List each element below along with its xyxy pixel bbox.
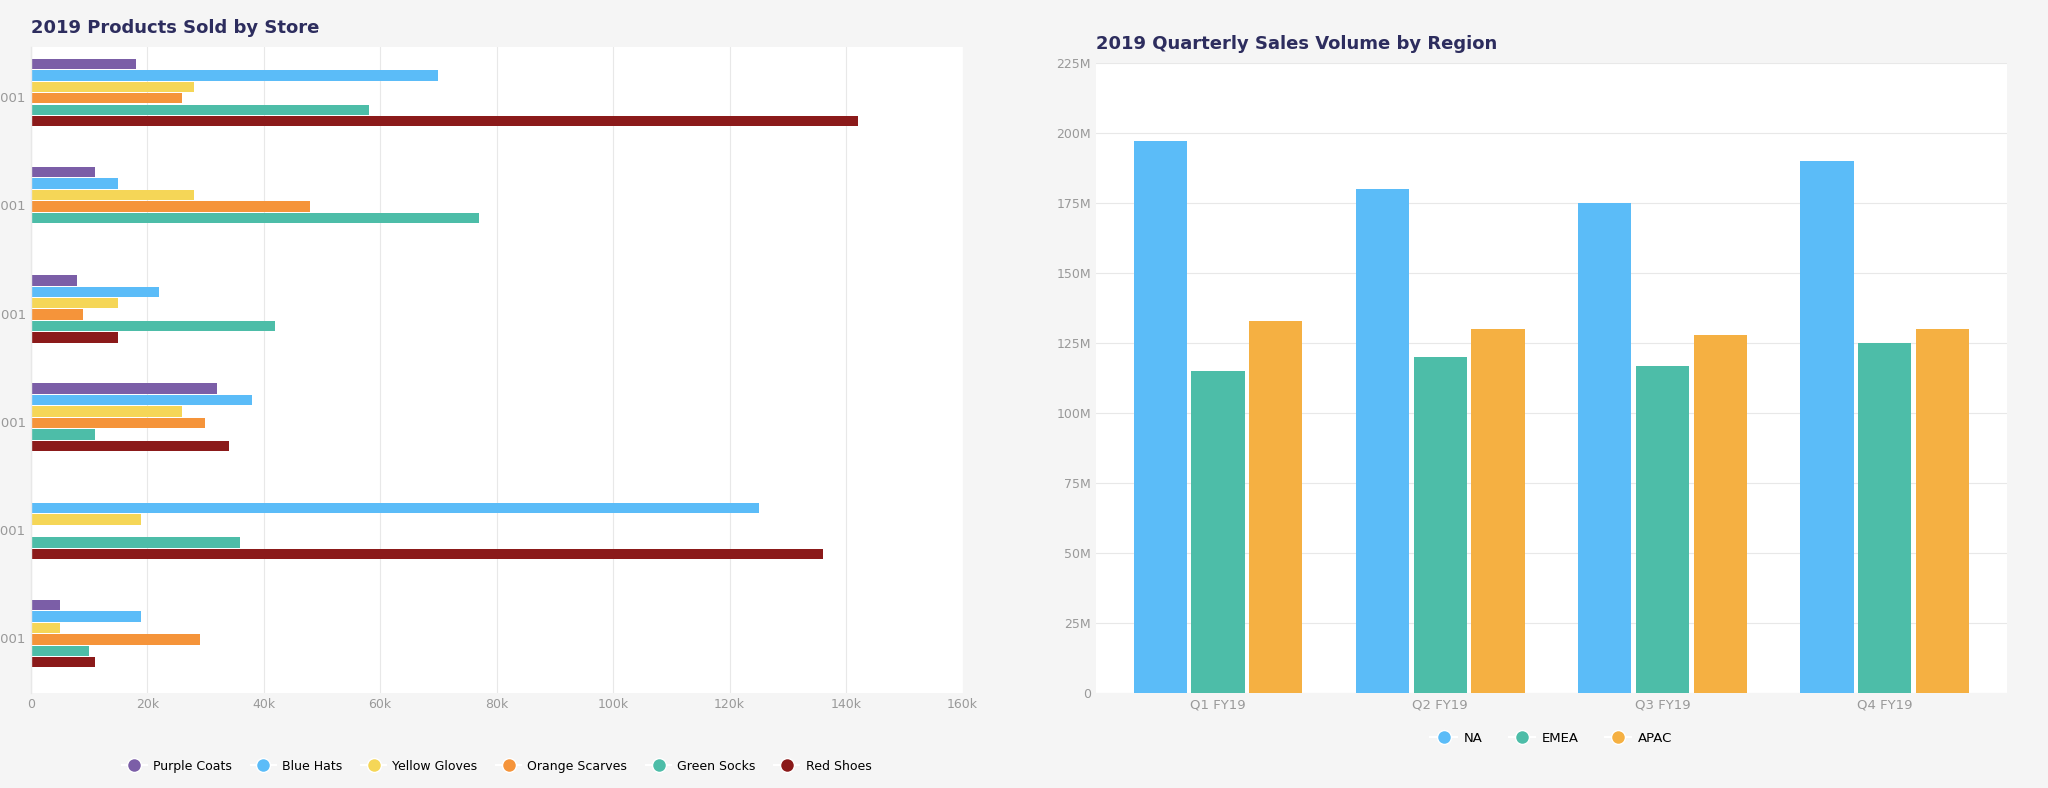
Bar: [1694, 335, 1747, 693]
Bar: [31, 59, 135, 69]
Bar: [1249, 321, 1303, 693]
Bar: [1636, 366, 1690, 693]
Bar: [31, 321, 274, 331]
Bar: [1858, 344, 1911, 693]
Bar: [31, 178, 119, 189]
Bar: [31, 623, 59, 633]
Bar: [1917, 329, 1970, 693]
Bar: [31, 116, 858, 126]
Bar: [31, 190, 195, 200]
Bar: [31, 634, 199, 645]
Bar: [1470, 329, 1524, 693]
Text: 2019 Products Sold by Store: 2019 Products Sold by Store: [31, 20, 319, 37]
Legend: NA, EMEA, APAC: NA, EMEA, APAC: [1425, 727, 1677, 750]
Bar: [31, 645, 88, 656]
Bar: [31, 275, 78, 285]
Bar: [31, 201, 311, 212]
Bar: [31, 611, 141, 622]
Text: 2019 Quarterly Sales Volume by Region: 2019 Quarterly Sales Volume by Region: [1096, 35, 1497, 53]
Bar: [31, 298, 119, 308]
Bar: [31, 310, 84, 320]
Bar: [31, 600, 59, 610]
Bar: [31, 515, 141, 525]
Bar: [31, 70, 438, 80]
Bar: [31, 548, 823, 559]
Bar: [31, 429, 94, 440]
Bar: [31, 418, 205, 428]
Bar: [31, 167, 94, 177]
Bar: [31, 407, 182, 417]
Bar: [1133, 142, 1186, 693]
Bar: [31, 395, 252, 405]
Bar: [31, 93, 182, 103]
Bar: [1356, 189, 1409, 693]
Bar: [1800, 161, 1853, 693]
Bar: [31, 287, 160, 297]
Bar: [31, 440, 229, 451]
Bar: [31, 384, 217, 394]
Bar: [31, 657, 94, 667]
Bar: [31, 213, 479, 223]
Bar: [1192, 371, 1245, 693]
Bar: [31, 503, 758, 514]
Bar: [31, 537, 240, 548]
Bar: [31, 105, 369, 115]
Bar: [1579, 203, 1632, 693]
Bar: [31, 333, 119, 343]
Legend: Purple Coats, Blue Hats, Yellow Gloves, Orange Scarves, Green Socks, Red Shoes: Purple Coats, Blue Hats, Yellow Gloves, …: [117, 755, 877, 778]
Bar: [1413, 357, 1466, 693]
Bar: [31, 82, 195, 92]
